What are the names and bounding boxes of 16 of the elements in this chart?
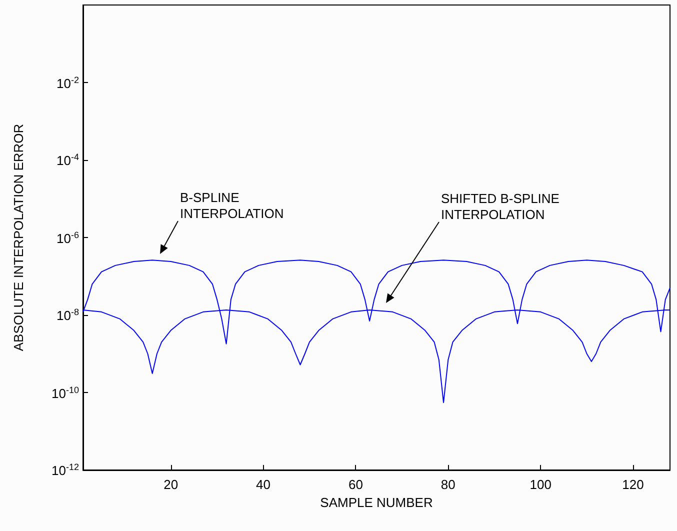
x-tick-label: 40	[256, 477, 270, 492]
x-tick-label: 20	[164, 477, 178, 492]
annotation: B-SPLINE INTERPOLATION	[180, 190, 284, 222]
x-tick-label: 120	[622, 477, 644, 492]
x-tick-label: 100	[530, 477, 552, 492]
y-axis-title: ABSOLUTE INTERPOLATION ERROR	[11, 124, 26, 352]
y-tick-label: 10$^{-10}$	[52, 384, 79, 400]
x-axis-title: SAMPLE NUMBER	[320, 494, 433, 510]
y-tick-label: 10$^{-4}$	[56, 152, 79, 168]
y-tick-label: 10$^{-2}$	[56, 74, 79, 90]
y-tick-label: 10$^{-8}$	[56, 307, 79, 323]
y-tick-label: 10$^{-6}$	[56, 230, 79, 246]
annotation: SHIFTED B-SPLINE INTERPOLATION	[441, 191, 560, 223]
x-tick-label: 60	[348, 477, 363, 492]
y-tick-label: 10$^{-12}$	[52, 462, 79, 478]
x-tick-label: 80	[440, 477, 456, 492]
